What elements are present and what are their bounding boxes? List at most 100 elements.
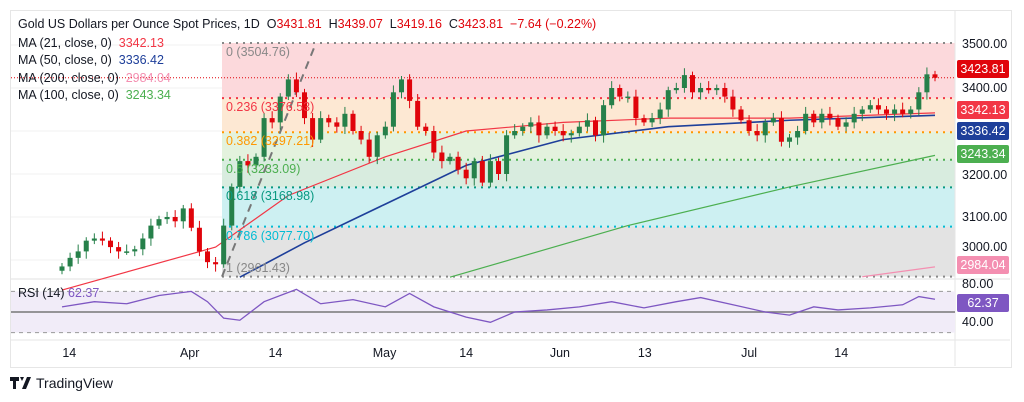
candle-body	[730, 96, 736, 110]
candle-body	[366, 139, 372, 157]
candle-body	[229, 186, 235, 226]
candle-body	[487, 161, 493, 183]
candle-body	[714, 88, 720, 91]
candle-body	[301, 92, 308, 119]
candle-body	[746, 120, 752, 131]
indicator-legend-row[interactable]: MA (21, close, 0) 3342.13	[18, 36, 164, 51]
candle-body	[221, 225, 227, 265]
close-value: 3423.81	[457, 17, 504, 31]
candle-body	[285, 79, 291, 97]
candle-body	[536, 122, 542, 136]
chart-title-row: Gold US Dollars per Ounce Spot Prices, 1…	[18, 17, 596, 32]
indicator-value: 2984.04	[125, 70, 171, 85]
time-axis-label: 13	[637, 346, 652, 360]
symbol-title[interactable]: Gold US Dollars per Ounce Spot Prices, 1…	[18, 17, 260, 31]
indicator-legend-row[interactable]: MA (200, close, 0) 2984.04	[18, 71, 171, 86]
fib-level-label: 0.236 (3376.53)	[226, 100, 315, 115]
candle-body	[770, 118, 776, 123]
candle-body	[116, 247, 122, 252]
fib-level-label: 0.786 (3077.70)	[226, 228, 315, 243]
indicator-value: 3342.13	[118, 36, 164, 50]
rsi-label: RSI (14)	[18, 286, 65, 300]
candle-body	[253, 156, 259, 166]
candle-body	[172, 217, 178, 222]
candle-body	[204, 251, 211, 263]
rsi-line	[61, 288, 936, 323]
candle-body	[584, 120, 590, 127]
candle-body	[786, 137, 793, 142]
low-label: L	[389, 17, 397, 31]
candle-body	[649, 118, 655, 123]
candle-body	[67, 257, 73, 267]
open-label: O	[266, 17, 277, 31]
candle-body	[867, 105, 873, 110]
low-value: 3419.16	[396, 17, 442, 31]
candle-body	[544, 126, 550, 136]
candle-body	[657, 109, 663, 119]
candle-body	[91, 238, 97, 241]
rsi-legend-value: 62.37	[68, 286, 100, 300]
candle-body	[795, 131, 801, 138]
candle-body	[754, 131, 760, 136]
candle-body	[827, 113, 833, 119]
candle-body	[390, 92, 396, 127]
candle-body	[811, 113, 817, 123]
indicator-label: MA (100, close, 0)	[18, 87, 119, 102]
candle-body	[601, 105, 607, 136]
candle-body	[706, 88, 712, 91]
candle-body	[689, 75, 696, 93]
candle-body	[75, 251, 81, 258]
candle-body	[495, 161, 502, 174]
candle-body	[350, 113, 356, 131]
time-axis-label: Jul	[741, 346, 758, 360]
fib-level-label: 0.382 (3297.21)	[226, 134, 315, 149]
candle-body	[528, 122, 534, 127]
candle-body	[698, 88, 704, 93]
brand-name: TradingView	[36, 375, 114, 391]
rsi-value-tag: 62.37	[957, 294, 1009, 312]
candle-body	[334, 122, 340, 127]
indicator-legend-row[interactable]: MA (100, close, 0) 3243.34	[18, 88, 171, 103]
ma50-line	[239, 114, 936, 278]
price-tag: 3342.13	[957, 101, 1009, 119]
candle-body	[819, 113, 825, 123]
candle-body	[859, 109, 865, 114]
candle-body	[471, 161, 477, 179]
candle-body	[932, 74, 938, 78]
candle-body	[398, 79, 405, 93]
candle-body	[778, 118, 784, 142]
candle-body	[164, 217, 170, 220]
indicator-label: MA (200, close, 0)	[18, 70, 119, 85]
candle-body	[851, 113, 857, 123]
indicator-legend-row[interactable]: MA (50, close, 0) 3336.42	[18, 53, 164, 68]
time-axis-label: Jun	[549, 346, 570, 360]
candle-body	[625, 96, 631, 99]
candle-body	[358, 131, 364, 140]
candle-body	[423, 126, 429, 131]
candle-body	[924, 74, 930, 93]
close-label: C	[448, 17, 458, 31]
candle-body	[520, 126, 526, 131]
candle-body	[900, 109, 906, 114]
rsi-legend[interactable]: RSI (14) 62.37	[18, 286, 99, 301]
candle-body	[641, 118, 647, 123]
candle-body	[576, 126, 582, 134]
price-tag: 3336.42	[957, 122, 1009, 140]
tradingview-logo[interactable]: TradingView	[10, 375, 113, 391]
candle-body	[374, 135, 380, 157]
candle-body	[665, 90, 671, 110]
candle-body	[277, 96, 283, 123]
candle-body	[916, 92, 922, 110]
candle-body	[762, 122, 768, 136]
candle-body	[124, 251, 130, 253]
candle-body	[245, 161, 251, 166]
indicator-label: MA (50, close, 0)	[18, 53, 112, 68]
candle-body	[310, 118, 316, 140]
open-value: 3431.81	[276, 17, 322, 31]
chart-frame	[10, 10, 1012, 368]
candle-body	[261, 118, 267, 157]
candle-body	[835, 118, 841, 127]
price-axis-tick: 3100.00	[962, 210, 1008, 224]
candle-body	[447, 156, 453, 162]
